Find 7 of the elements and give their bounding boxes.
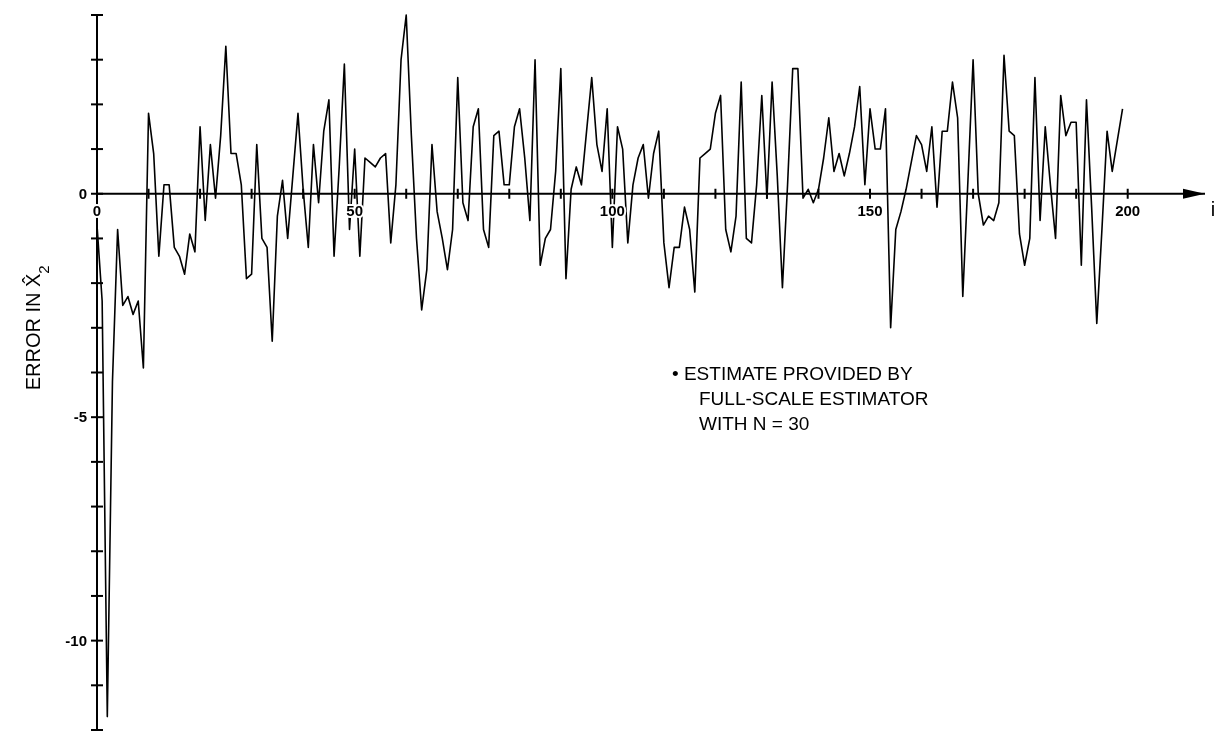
x-tick-label: 150 bbox=[857, 201, 883, 219]
y-tick-label: 0 bbox=[78, 185, 87, 202]
y-tick-label: -10 bbox=[65, 631, 87, 649]
x-axis-title: i bbox=[1210, 197, 1216, 220]
annotation: • ESTIMATE PROVIDED BY FULL-SCALE ESTIMATOR WITH N = 30 bbox=[672, 363, 929, 434]
y-tick-label: -5 bbox=[73, 408, 87, 426]
x-tick-label: 200 bbox=[1115, 201, 1141, 219]
